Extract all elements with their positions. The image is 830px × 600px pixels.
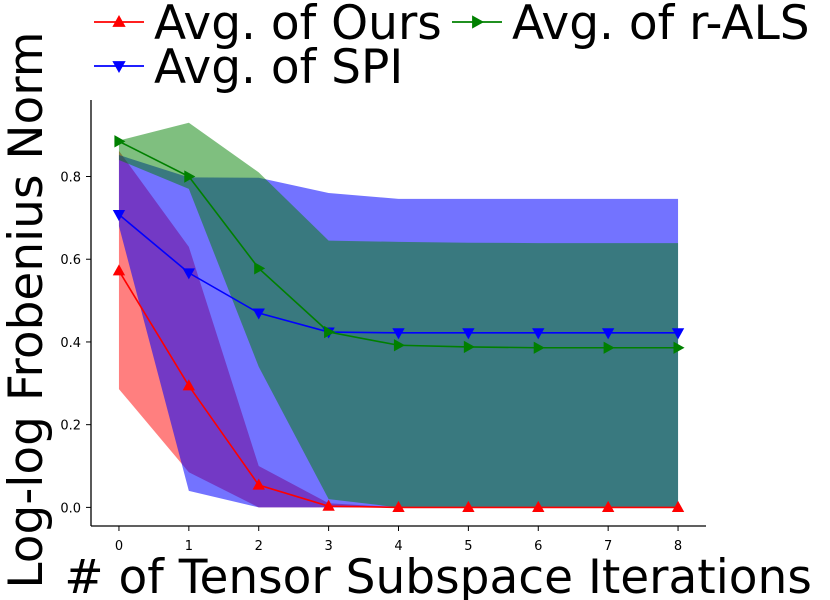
x-tick-label-5: 5 <box>464 539 472 554</box>
y-tick-label-2: 0.4 <box>60 336 81 351</box>
point-avg-of-spi-5 <box>462 328 475 340</box>
x-tick-label-3: 3 <box>324 539 332 554</box>
x-axis-title: # of Tensor Subspace Iterations <box>64 550 812 600</box>
y-tick-label-1: 0.2 <box>60 419 81 434</box>
x-ticks: 0 1 2 3 4 5 6 7 8 <box>115 526 682 554</box>
point-avg-of-ours-5 <box>462 500 475 512</box>
point-avg-of-r-als-6 <box>533 341 545 354</box>
point-avg-of-r-als-3 <box>324 325 336 339</box>
point-avg-of-spi-6 <box>532 328 545 340</box>
band-avg-of-r-als <box>118 122 679 508</box>
y-axis-title: Log-log Frobenius Norm <box>0 31 54 588</box>
point-avg-of-spi-4 <box>392 328 405 340</box>
point-avg-of-spi-8 <box>671 328 685 340</box>
point-avg-of-ours-7 <box>601 500 615 512</box>
point-avg-of-spi-0 <box>112 210 126 222</box>
point-avg-of-r-als-5 <box>463 340 475 354</box>
legend-label-avg-of-spi: Avg. of SPI <box>154 40 403 95</box>
x-tick-label-4: 4 <box>394 539 402 554</box>
legend-marker-avg-of-spi <box>112 61 126 73</box>
x-tick-label-7: 7 <box>604 539 612 554</box>
point-avg-of-ours-4 <box>392 500 405 512</box>
point-avg-of-r-als-0 <box>114 135 126 148</box>
point-avg-of-r-als-1 <box>184 170 196 183</box>
y-tick-label-4: 0.8 <box>60 171 81 186</box>
point-avg-of-ours-3 <box>322 499 335 511</box>
point-avg-of-r-als-7 <box>603 341 615 354</box>
point-avg-of-spi-7 <box>601 328 615 340</box>
point-avg-of-ours-8 <box>671 500 685 512</box>
point-avg-of-ours-1 <box>182 379 196 391</box>
point-avg-of-spi-2 <box>252 308 265 320</box>
series-markers <box>112 135 685 512</box>
x-tick-label-0: 0 <box>115 539 123 554</box>
point-avg-of-ours-2 <box>252 478 265 490</box>
point-avg-of-r-als-8 <box>673 341 685 354</box>
x-tick-label-1: 1 <box>185 539 193 554</box>
point-avg-of-spi-1 <box>182 268 196 280</box>
x-tick-label-8: 8 <box>674 539 682 554</box>
x-tick-label-2: 2 <box>255 539 263 554</box>
legend-label-avg-of-r-als: Avg. of r-ALS <box>512 0 810 51</box>
point-avg-of-r-als-2 <box>254 262 266 275</box>
y-tick-label-0: 0.0 <box>60 501 81 516</box>
point-avg-of-ours-6 <box>532 500 545 512</box>
legend-label-avg-of-ours: Avg. of Ours <box>154 0 442 51</box>
confidence-bands <box>118 122 679 508</box>
legend-marker-avg-of-r-als <box>472 15 484 29</box>
point-avg-of-r-als-4 <box>393 339 405 352</box>
y-ticks: 0.0 0.2 0.4 0.6 0.8 <box>60 171 91 516</box>
legend-marker-avg-of-ours <box>112 15 126 27</box>
x-tick-label-6: 6 <box>534 539 542 554</box>
y-tick-label-3: 0.6 <box>60 253 81 268</box>
point-avg-of-ours-0 <box>112 264 126 276</box>
